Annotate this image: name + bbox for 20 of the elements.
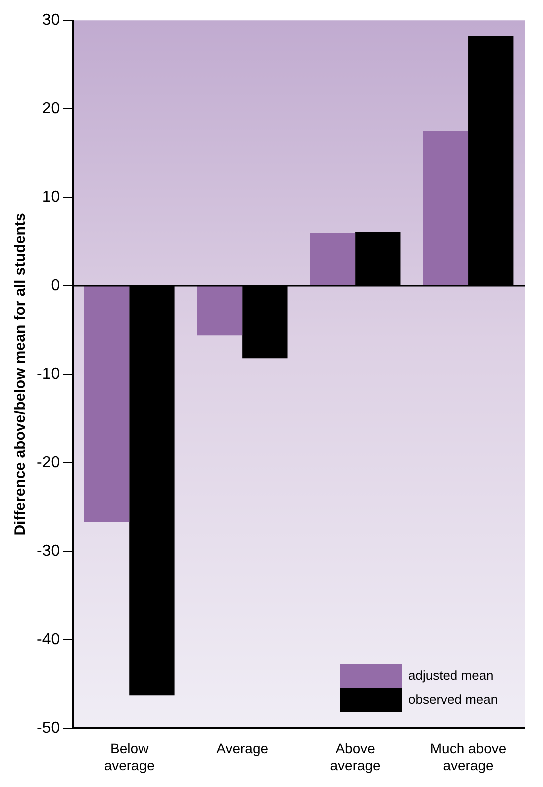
- y-tick-label: -50: [37, 720, 60, 737]
- x-tick-label: Average: [216, 740, 269, 757]
- y-tick-label: -40: [37, 631, 60, 648]
- bar: [84, 286, 130, 522]
- y-axis-title: Difference above/below mean for all students: [12, 213, 30, 536]
- y-tick-label: -10: [37, 366, 60, 383]
- bar: [310, 232, 356, 286]
- legend-label: observed mean: [408, 692, 498, 707]
- y-tick-label: 0: [51, 277, 60, 294]
- bar: [197, 286, 243, 336]
- x-tick-label: Much above average: [430, 740, 507, 774]
- x-tick-label: Above average: [330, 740, 382, 774]
- legend-label: adjusted mean: [408, 668, 494, 683]
- y-tick-label: -30: [37, 542, 60, 560]
- y-tick-label: 10: [42, 188, 60, 206]
- x-tick-label: Below average: [104, 740, 156, 774]
- y-tick-label: -20: [37, 454, 60, 472]
- y-tick-label: 20: [42, 100, 60, 118]
- y-tick-label: 30: [42, 12, 60, 30]
- bar: [423, 131, 469, 286]
